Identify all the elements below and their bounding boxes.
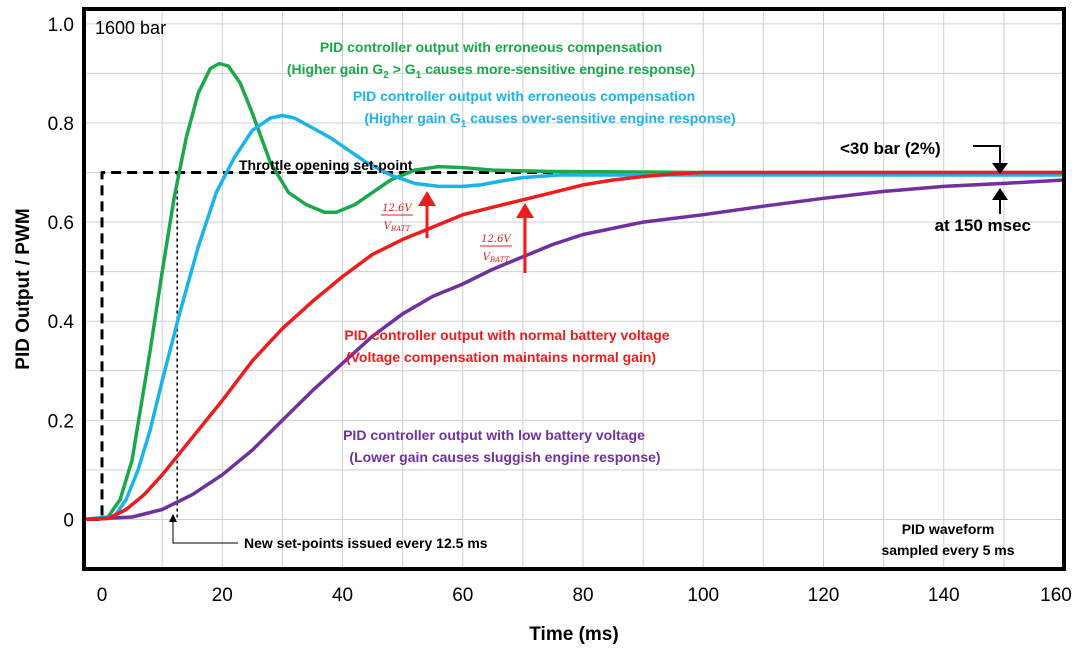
- blue-line2-pre: (Higher gain G: [364, 110, 461, 126]
- x-tick-label: 120: [808, 585, 840, 606]
- purple-annotation-line2: (Lower gain causes sluggish engine respo…: [349, 449, 660, 465]
- x-tick-label: 100: [687, 585, 719, 606]
- x-tick-label: 160: [1040, 585, 1072, 606]
- x-tick-labels: 0 20 40 60 80 100 120 140 160: [97, 585, 1072, 606]
- frac-1-num: 12.6V: [382, 203, 413, 214]
- setpoints-arrowhead: [169, 514, 177, 522]
- y-axis-title: PID Output / PWM: [13, 208, 34, 369]
- red-arrow-1-head: [418, 191, 436, 206]
- y-tick-labels: 0 0.2 0.4 0.6 0.8 1.0: [48, 15, 75, 532]
- blue-annotation-line1: PID controller output with erroneous com…: [353, 88, 695, 104]
- y-tick-label: 0.2: [48, 411, 74, 432]
- x-axis-title: Time (ms): [529, 624, 618, 645]
- sample-note-line2: sampled every 5 ms: [881, 542, 1014, 558]
- green-line2-sub1: 2: [383, 70, 389, 81]
- y-tick-label: 0.4: [48, 312, 75, 333]
- blue-line2-post: causes over-sensitive engine response): [466, 110, 735, 126]
- series-red: [82, 170, 1066, 522]
- x-tick-label: 20: [212, 585, 233, 606]
- tolerance-arrowhead: [992, 163, 1008, 174]
- frac-2-den-sub: BATT: [489, 256, 511, 264]
- tolerance-arrow-path: [973, 145, 1001, 165]
- blue-line2-sub: 1: [461, 119, 467, 130]
- plot-frame: [82, 7, 1066, 571]
- corner-label: 1600 bar: [95, 18, 166, 38]
- setpoints-leader: [172, 522, 238, 544]
- series-purple: [82, 178, 1066, 522]
- x-tick-label: 0: [97, 585, 108, 606]
- time-arrowhead: [992, 188, 1008, 200]
- tolerance-label: <30 bar (2%): [840, 139, 941, 158]
- x-tick-label: 60: [452, 585, 473, 606]
- frac-2-num: 12.6V: [481, 234, 512, 245]
- series-setpoint: [90, 171, 1064, 521]
- purple-annotation-line1: PID controller output with low battery v…: [343, 427, 645, 443]
- x-tick-label: 80: [572, 585, 593, 606]
- y-tick-label: 1.0: [48, 15, 74, 36]
- red-annotation-line2: (Voltage compensation maintains normal g…: [346, 349, 656, 365]
- green-line2-sub2: 1: [416, 70, 422, 81]
- blue-annotation-line2: (Higher gain G1 causes over-sensitive en…: [364, 110, 735, 130]
- series-layer: [82, 61, 1066, 522]
- grid-lines: [84, 9, 1064, 570]
- green-line2-post: causes more-sensitive engine response): [421, 61, 695, 77]
- x-tick-label: 140: [928, 585, 960, 606]
- setpoints-note: New set-points issued every 12.5 ms: [244, 535, 488, 551]
- setpoint-label: Throttle opening set-point: [239, 157, 413, 173]
- red-arrow-2-head: [516, 203, 534, 218]
- series-green: [82, 61, 1066, 522]
- sample-note-line1: PID waveform: [902, 521, 995, 537]
- green-annotation-line2: (Higher gain G2 > G1 causes more-sensiti…: [287, 61, 695, 81]
- red-annotation-line1: PID controller output with normal batter…: [344, 327, 669, 343]
- y-tick-label: 0.8: [48, 114, 74, 135]
- y-tick-label: 0: [63, 510, 74, 531]
- x-tick-label: 40: [332, 585, 353, 606]
- green-line2-mid: > G: [389, 61, 416, 77]
- frac-2-den: VBATT: [483, 252, 511, 264]
- series-blue: [82, 113, 1066, 522]
- frac-1-den-sub: BATT: [390, 225, 412, 233]
- frac-1-den-v: V: [384, 221, 393, 232]
- frac-1-den: VBATT: [384, 221, 412, 233]
- green-line2-pre: (Higher gain G: [287, 61, 384, 77]
- y-tick-label: 0.6: [48, 213, 74, 234]
- time-label: at 150 msec: [935, 216, 1031, 235]
- green-annotation-line1: PID controller output with erroneous com…: [320, 39, 662, 55]
- frac-2-den-v: V: [483, 252, 492, 263]
